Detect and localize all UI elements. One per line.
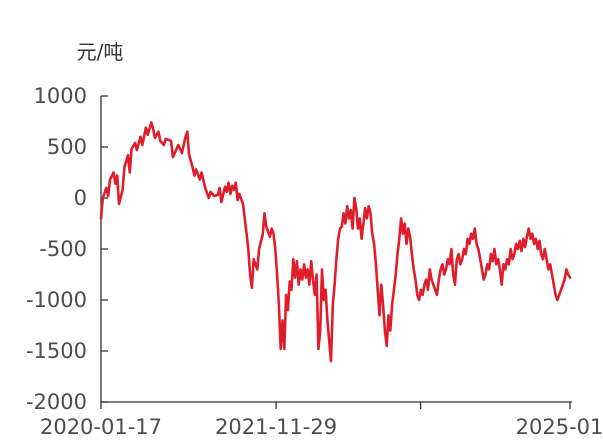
x-axis: 2020-01-17 2021-11-29 2025-01-1 <box>40 401 603 439</box>
y-tick-label: -1000 <box>26 288 87 312</box>
y-axis: 1000 500 0 -500 -1000 -1500 -2000 <box>26 84 108 414</box>
series-group <box>99 121 572 363</box>
y-tick-label: 0 <box>74 186 87 210</box>
x-tick-label: 2025-01-1 <box>516 415 603 439</box>
y-axis-unit-label: 元/吨 <box>77 40 124 64</box>
y-tick-label: 1000 <box>34 84 87 108</box>
x-tick-label: 2021-11-29 <box>215 415 337 439</box>
y-tick-label: -1500 <box>26 339 87 363</box>
y-tick-label: -2000 <box>26 390 87 414</box>
y-tick-label: -500 <box>39 237 87 261</box>
x-tick-label: 2020-01-17 <box>40 415 162 439</box>
series-line-0 <box>99 121 572 363</box>
y-tick-label: 500 <box>47 135 87 159</box>
